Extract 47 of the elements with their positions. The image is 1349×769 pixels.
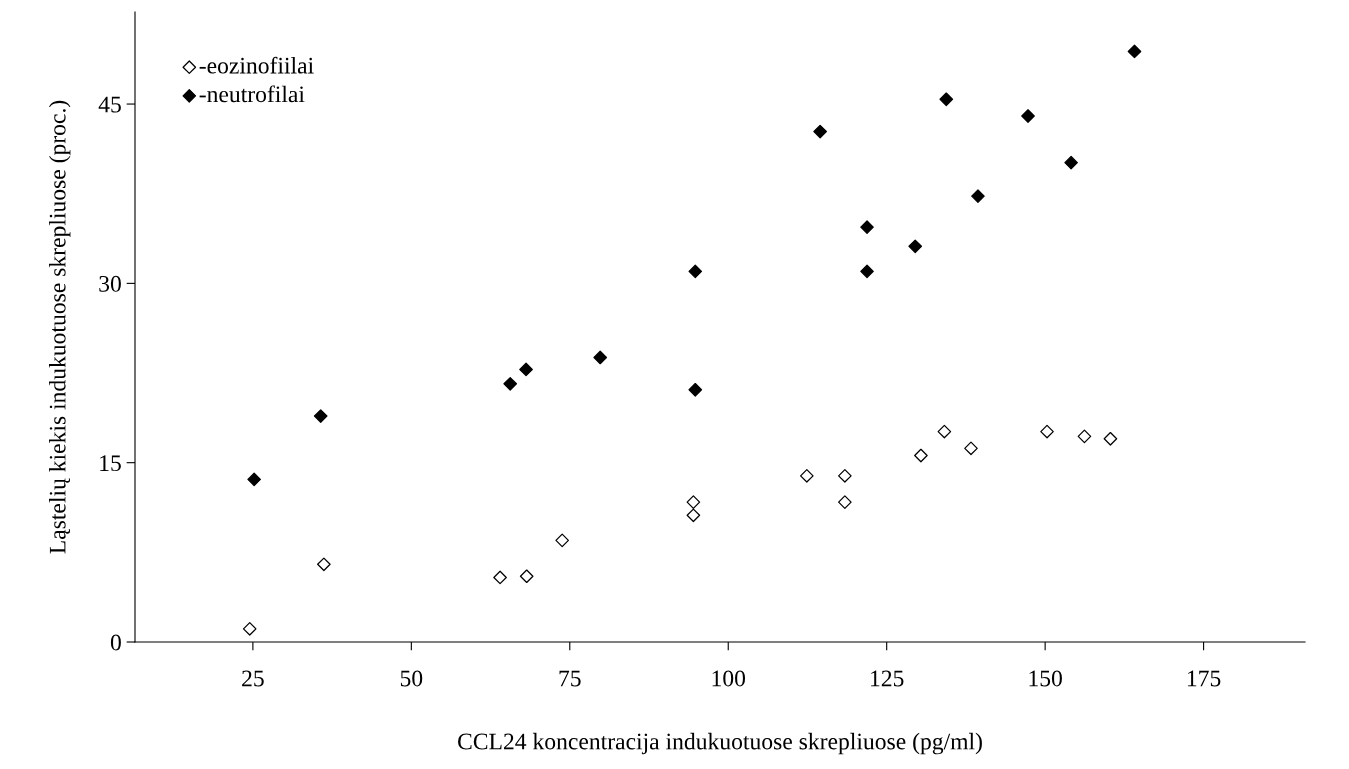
point <box>313 409 328 423</box>
point <box>838 468 852 483</box>
point <box>688 264 703 279</box>
point <box>1040 424 1054 439</box>
y-tick-label: 30 <box>99 275 121 292</box>
point <box>686 495 701 509</box>
point <box>686 508 701 523</box>
point <box>908 239 923 254</box>
point <box>493 570 507 585</box>
x-axis-title: CCL24 koncentracija indukuotuose skrepliuose (pg/ml) <box>458 732 982 755</box>
point <box>555 533 570 548</box>
point <box>1064 155 1078 170</box>
point <box>688 382 703 397</box>
point <box>247 472 261 487</box>
x-tick-label: 100 <box>712 670 746 687</box>
point <box>503 376 518 391</box>
point <box>1077 429 1092 444</box>
point <box>937 424 952 439</box>
x-tick-label: 50 <box>400 670 423 687</box>
point <box>838 495 852 509</box>
point <box>1127 44 1142 59</box>
point <box>813 124 827 139</box>
point <box>519 569 534 584</box>
point <box>799 468 814 483</box>
point <box>593 350 608 365</box>
x-tick-label: 175 <box>1187 670 1221 687</box>
x-tick-label: 125 <box>871 670 904 687</box>
point <box>939 92 954 107</box>
legend-label: -neutrofilai <box>199 85 305 103</box>
point <box>860 264 874 279</box>
y-tick-label: 45 <box>98 96 121 113</box>
point <box>964 441 978 456</box>
y-axis-title: Ląstelių kiekis indukuotuose skrepliuose (proc.) <box>49 100 71 554</box>
point <box>317 557 331 572</box>
point <box>914 448 928 463</box>
point <box>519 362 533 377</box>
legend-label: -eozinofiilai <box>199 56 314 74</box>
x-tick-label: 150 <box>1029 670 1062 687</box>
point <box>860 220 874 235</box>
y-tick-label: 0 <box>110 634 121 651</box>
point <box>1021 109 1035 123</box>
point <box>971 189 985 203</box>
y-tick-label: 15 <box>100 455 121 472</box>
x-tick-label: 25 <box>242 670 264 687</box>
x-tick-label: 75 <box>559 670 581 687</box>
point <box>1103 431 1118 446</box>
point <box>242 622 257 636</box>
